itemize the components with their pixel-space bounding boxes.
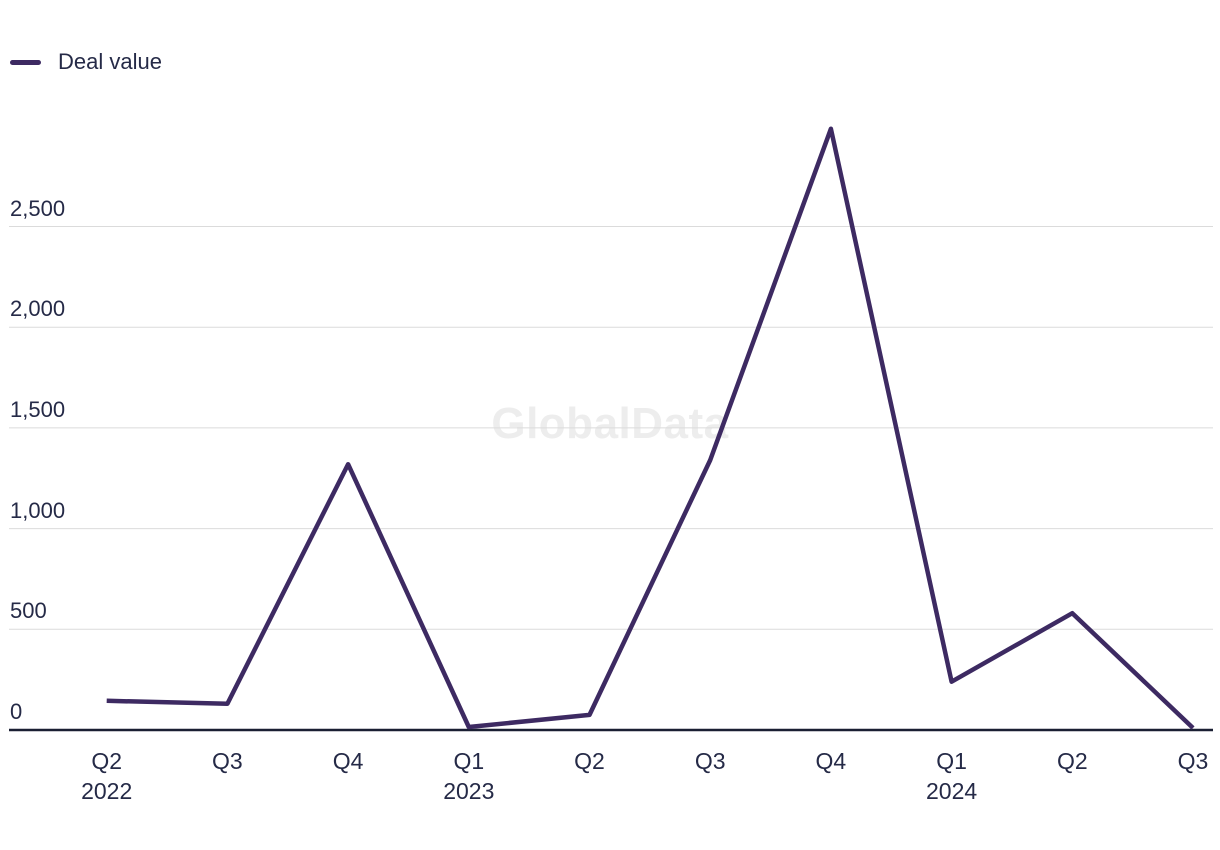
deal-value-series-line xyxy=(106,126,1195,730)
x-year-label-2024: 2024 xyxy=(926,778,978,804)
x-tick-label-q2-2022: Q2 xyxy=(91,748,123,774)
legend-label: Deal value xyxy=(58,49,162,74)
x-tick-label-q4-2023: Q4 xyxy=(815,748,847,774)
legend-line-swatch-icon xyxy=(10,59,41,65)
x-tick-label-q3-2023: Q3 xyxy=(694,748,726,774)
y-tick-label-1500: 1,500 xyxy=(10,396,66,422)
x-tick-label-q4-2022: Q4 xyxy=(332,748,364,774)
x-tick-label-q3-2024: Q3 xyxy=(1177,748,1209,774)
y-tick-label-500: 500 xyxy=(10,598,47,624)
x-tick-label-q1-2023: Q1 xyxy=(453,748,485,774)
x-tick-label-q1-2024: Q1 xyxy=(936,748,967,774)
x-tick-label-q3-2022: Q3 xyxy=(212,748,243,774)
x-tick-label-q2-2023: Q2 xyxy=(574,748,605,774)
y-tick-label-0: 0 xyxy=(10,699,23,724)
y-tick-label-2000: 2,000 xyxy=(10,296,66,322)
legend: Deal value xyxy=(10,50,162,74)
x-year-label-2022: 2022 xyxy=(81,778,133,804)
y-tick-label-2500: 2,500 xyxy=(10,195,66,221)
globaldata-watermark: GlobalData xyxy=(491,399,729,448)
x-year-label-2023: 2023 xyxy=(443,778,495,804)
x-tick-label-q2-2024: Q2 xyxy=(1056,748,1088,774)
y-tick-label-1000: 1,000 xyxy=(10,497,66,523)
